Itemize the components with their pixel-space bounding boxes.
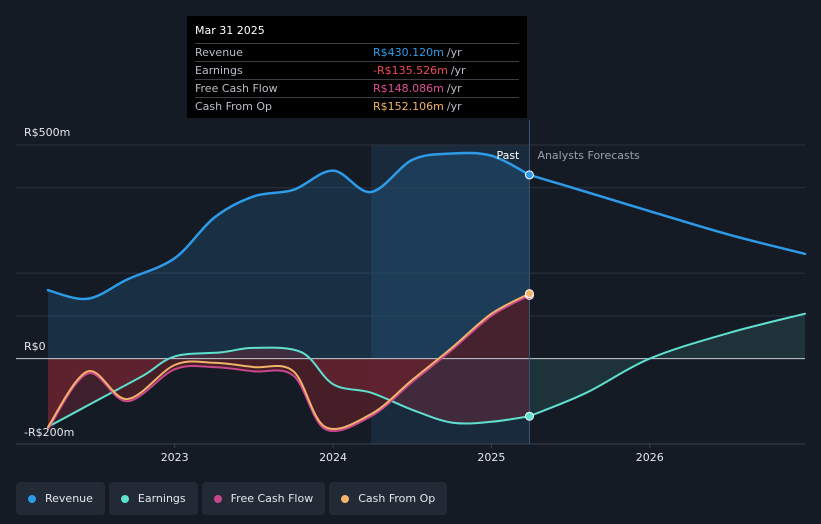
tooltip-value: -R$135.526m [373,64,448,77]
revenue-point [524,170,534,180]
past-period-label: Past [496,149,520,162]
revenue-area [48,152,530,359]
tooltip-row-free-cash-flow: Free Cash Flow R$148.086m /yr [195,79,519,97]
legend-label: Revenue [45,492,93,505]
forecast-period-label: Analysts Forecasts [537,149,640,162]
legend-item-cash-from-op[interactable]: Cash From Op [329,482,448,515]
earnings-line [47,346,531,428]
tooltip-unit: /yr [450,64,466,77]
tooltip-unit: /yr [446,46,462,59]
x-tick-label: 2023 [161,451,189,464]
tooltip-label: Revenue [195,46,243,59]
revenue-dot-icon [28,494,36,503]
cash-from-op-point [524,289,534,299]
tooltip-label: Earnings [195,64,243,77]
tooltip-value: R$148.086m [373,82,444,95]
x-tick-label: 2026 [636,451,664,464]
data-tooltip: Mar 31 2025 Revenue R$430.120m /yr Earni… [187,16,527,118]
earnings-area [48,347,530,427]
free-cash-flow-dot-icon [213,494,222,503]
legend-item-revenue[interactable]: Revenue [16,482,105,515]
legend-label: Cash From Op [358,492,436,505]
free-cash-flow-area [48,295,530,432]
tooltip-value: R$152.106m [373,100,444,113]
x-tick-label: 2025 [477,451,505,464]
earnings-point [524,411,534,421]
x-tick-label: 2024 [319,451,347,464]
legend-label: Free Cash Flow [230,492,314,505]
earnings-forecast-area [529,313,805,417]
tooltip-row-cash-from-op: Cash From Op R$152.106m /yr [195,97,519,115]
legend-item-earnings[interactable]: Earnings [108,482,198,515]
tooltip-row-revenue: Revenue R$430.120m /yr [195,43,519,61]
revenue-line [46,151,531,301]
chart-legend: Revenue Earnings Free Cash Flow Cash Fro… [16,482,448,515]
earnings-forecast-line [528,312,806,418]
y-axis-label-max: R$500m [24,126,71,139]
tooltip-label: Free Cash Flow [195,82,278,95]
revenue-forecast-line [528,173,807,256]
y-axis-label-zero: R$0 [24,339,46,353]
tooltip-value: R$430.120m [373,46,444,59]
earnings-dot-icon [120,494,129,503]
legend-item-free-cash-flow[interactable]: Free Cash Flow [201,482,326,515]
tooltip-row-earnings: Earnings -R$135.526m /yr [195,61,519,79]
tooltip-unit: /yr [446,82,462,95]
tooltip-unit: /yr [446,100,462,113]
tooltip-label: Cash From Op [195,100,273,113]
cash-from-op-line [47,292,531,430]
legend-label: Earnings [137,492,186,505]
cash-from-op-dot-icon [341,494,350,503]
tooltip-date: Mar 31 2025 [195,24,265,37]
y-axis-label-min: -R$200m [24,426,75,439]
free-cash-flow-line [47,294,531,433]
